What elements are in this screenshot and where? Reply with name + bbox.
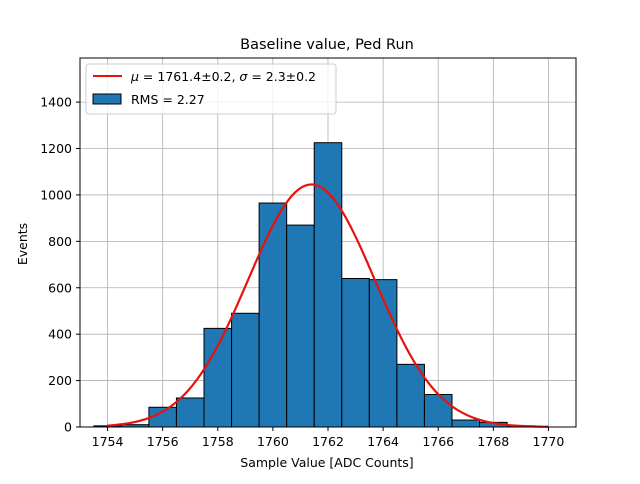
legend-mu-value: = 1761.4±0.2, [139,69,239,84]
histogram-bar [175,397,205,428]
y-tick-label: 800 [48,234,72,249]
histogram-bar [231,312,260,428]
legend-box [85,63,337,115]
histogram-bar [258,202,288,428]
x-tick-label: 1754 [92,434,124,449]
x-tick-label: 1766 [422,434,454,449]
x-tick-label: 1764 [367,434,399,449]
legend-sigma-value: = 2.3±0.2 [247,69,316,84]
y-tick-label: 1000 [40,187,72,202]
y-tick-label: 200 [48,373,72,388]
histogram-bar [341,277,370,428]
legend-sigma-symbol: σ [239,69,248,84]
tick-labels: 1754 1756 1758 1760 1762 1764 1766 1768 1770 0 200… [40,95,564,449]
histogram-bar [313,142,343,428]
legend-bar-label: RMS = 2.27 [131,92,205,107]
legend: μ = 1761.4±0.2, σ = 2.3±0.2 RMS = 2.27 [85,63,337,115]
legend-fit-label: μ = 1761.4±0.2, σ = 2.3±0.2 [130,69,316,84]
x-tick-label: 1758 [202,434,234,449]
histogram-bars [93,142,536,428]
y-axis-label: Events [15,223,30,265]
histogram-bar [423,394,453,428]
gaussian-fit [107,183,549,428]
fit-curve [107,183,549,428]
legend-mu-symbol: μ [130,69,139,84]
x-tick-label: 1770 [533,434,565,449]
y-tick-label: 1200 [40,141,72,156]
histogram-bar [203,327,233,428]
y-tick-label: 600 [48,280,72,295]
histogram-bar [396,363,425,428]
x-tick-label: 1760 [257,434,289,449]
histogram-bar [286,224,315,428]
y-tick-label: 400 [48,327,72,342]
legend-bar-swatch [92,93,122,105]
histogram-bar [368,279,398,428]
x-axis-label: Sample Value [ADC Counts] [240,455,413,470]
y-tick-label: 1400 [40,95,72,110]
histogram-bar [451,419,481,428]
chart-title: Baseline value, Ped Run [240,37,414,53]
y-tick-label: 0 [64,420,72,435]
x-tick-label: 1762 [312,434,344,449]
x-tick-label: 1768 [477,434,509,449]
x-tick-label: 1756 [147,434,179,449]
